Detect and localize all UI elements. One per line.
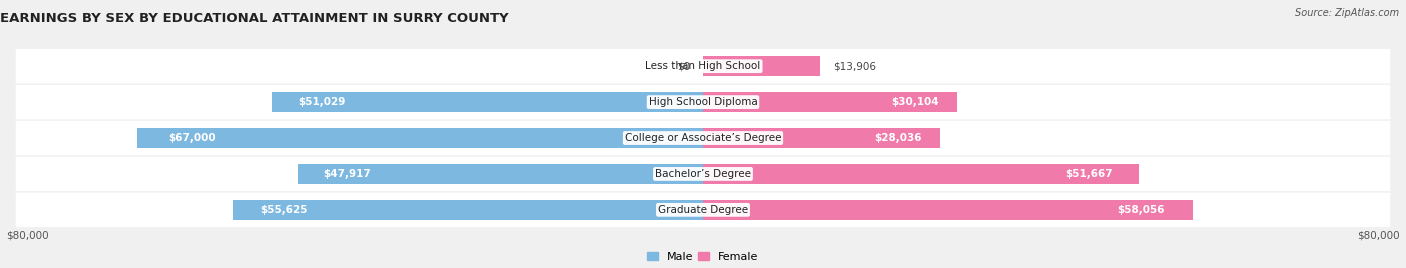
Text: $30,104: $30,104	[891, 97, 939, 107]
Text: $55,625: $55,625	[260, 205, 308, 215]
Text: EARNINGS BY SEX BY EDUCATIONAL ATTAINMENT IN SURRY COUNTY: EARNINGS BY SEX BY EDUCATIONAL ATTAINMEN…	[0, 12, 509, 25]
Text: Less than High School: Less than High School	[645, 61, 761, 71]
Text: $28,036: $28,036	[875, 133, 922, 143]
FancyBboxPatch shape	[15, 49, 1391, 83]
FancyBboxPatch shape	[15, 157, 1391, 191]
Bar	[298, 164, 703, 184]
Text: $13,906: $13,906	[834, 61, 876, 71]
Text: Bachelor’s Degree: Bachelor’s Degree	[655, 169, 751, 179]
Text: $58,056: $58,056	[1118, 205, 1166, 215]
FancyBboxPatch shape	[15, 193, 1391, 227]
Bar	[233, 200, 703, 220]
Bar	[703, 164, 1139, 184]
FancyBboxPatch shape	[15, 121, 1391, 155]
FancyBboxPatch shape	[15, 85, 1391, 119]
Text: High School Diploma: High School Diploma	[648, 97, 758, 107]
Text: Graduate Degree: Graduate Degree	[658, 205, 748, 215]
Text: $67,000: $67,000	[169, 133, 217, 143]
Text: $47,917: $47,917	[323, 169, 371, 179]
Legend: Male, Female: Male, Female	[647, 252, 759, 262]
Text: College or Associate’s Degree: College or Associate’s Degree	[624, 133, 782, 143]
Text: $51,667: $51,667	[1066, 169, 1114, 179]
Text: $51,029: $51,029	[298, 97, 346, 107]
Bar	[703, 128, 939, 148]
Bar	[273, 92, 703, 112]
Bar	[703, 200, 1194, 220]
Bar	[138, 128, 703, 148]
Bar	[703, 56, 821, 76]
Bar	[703, 92, 957, 112]
Text: Source: ZipAtlas.com: Source: ZipAtlas.com	[1295, 8, 1399, 18]
Text: $0: $0	[678, 61, 690, 71]
